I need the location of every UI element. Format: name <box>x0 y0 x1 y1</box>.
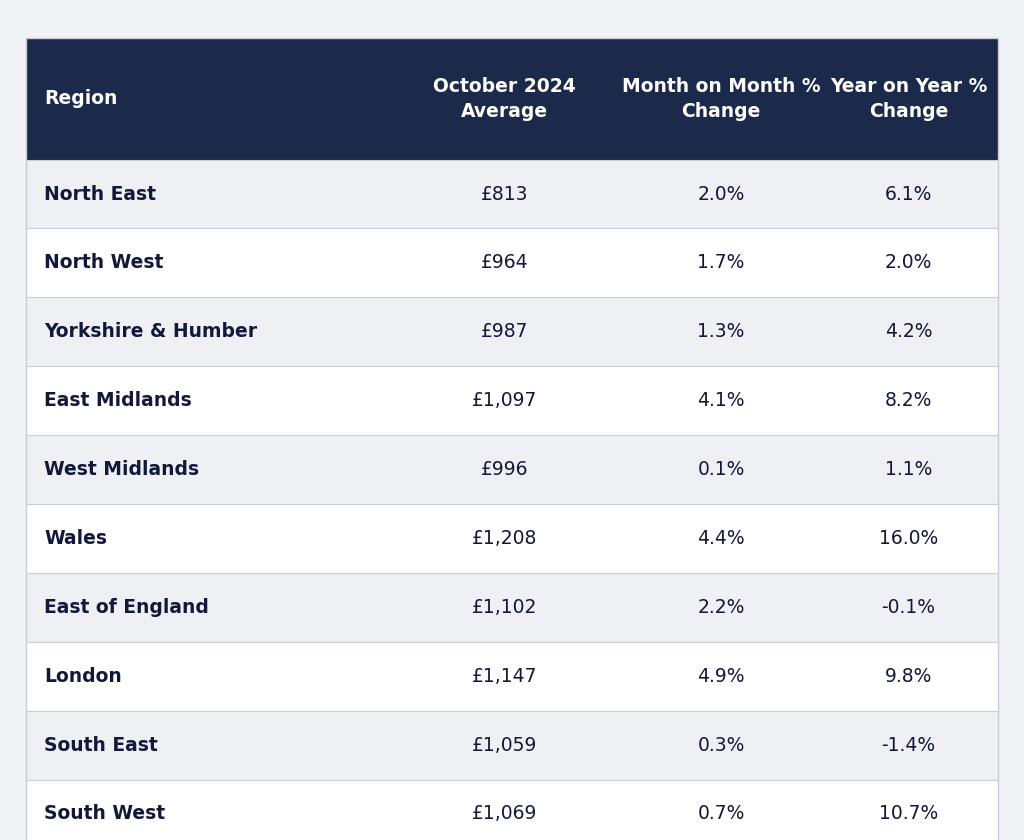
Text: West Midlands: West Midlands <box>44 460 199 479</box>
FancyBboxPatch shape <box>26 228 998 297</box>
Text: 0.7%: 0.7% <box>697 805 744 823</box>
Text: -0.1%: -0.1% <box>882 598 935 617</box>
Text: 8.2%: 8.2% <box>885 391 932 410</box>
Text: 1.3%: 1.3% <box>697 323 744 341</box>
Text: £1,102: £1,102 <box>472 598 538 617</box>
Text: 16.0%: 16.0% <box>879 529 938 548</box>
Text: 6.1%: 6.1% <box>885 185 932 203</box>
Text: East Midlands: East Midlands <box>44 391 191 410</box>
Text: Year on Year %
Change: Year on Year % Change <box>829 76 987 121</box>
Text: North West: North West <box>44 254 164 272</box>
Text: October 2024
Average: October 2024 Average <box>433 76 577 121</box>
Text: £996: £996 <box>481 460 528 479</box>
Text: East of England: East of England <box>44 598 209 617</box>
Text: London: London <box>44 667 122 685</box>
Text: 4.1%: 4.1% <box>697 391 744 410</box>
FancyBboxPatch shape <box>26 780 998 840</box>
Text: Month on Month %
Change: Month on Month % Change <box>622 76 820 121</box>
Text: Wales: Wales <box>44 529 108 548</box>
Text: Yorkshire & Humber: Yorkshire & Humber <box>44 323 257 341</box>
Text: North East: North East <box>44 185 156 203</box>
Text: 4.2%: 4.2% <box>885 323 932 341</box>
Text: Region: Region <box>44 89 118 108</box>
FancyBboxPatch shape <box>26 160 998 228</box>
FancyBboxPatch shape <box>26 573 998 642</box>
Text: 2.2%: 2.2% <box>697 598 744 617</box>
FancyBboxPatch shape <box>26 297 998 366</box>
Text: 4.9%: 4.9% <box>697 667 744 685</box>
Text: 9.8%: 9.8% <box>885 667 932 685</box>
Text: 0.1%: 0.1% <box>697 460 744 479</box>
Text: South West: South West <box>44 805 165 823</box>
Text: 1.1%: 1.1% <box>885 460 932 479</box>
FancyBboxPatch shape <box>26 366 998 435</box>
FancyBboxPatch shape <box>26 642 998 711</box>
Text: 2.0%: 2.0% <box>885 254 932 272</box>
Text: £964: £964 <box>481 254 528 272</box>
Text: £1,097: £1,097 <box>472 391 538 410</box>
Text: £1,069: £1,069 <box>472 805 538 823</box>
Text: 4.4%: 4.4% <box>697 529 745 548</box>
Text: £1,147: £1,147 <box>472 667 538 685</box>
Text: South East: South East <box>44 736 158 754</box>
Text: £813: £813 <box>481 185 528 203</box>
Text: 10.7%: 10.7% <box>879 805 938 823</box>
FancyBboxPatch shape <box>26 38 998 160</box>
FancyBboxPatch shape <box>26 38 998 840</box>
Text: £987: £987 <box>481 323 528 341</box>
Text: £1,059: £1,059 <box>472 736 538 754</box>
FancyBboxPatch shape <box>26 435 998 504</box>
Text: 2.0%: 2.0% <box>697 185 744 203</box>
FancyBboxPatch shape <box>26 504 998 573</box>
Text: -1.4%: -1.4% <box>882 736 936 754</box>
Text: £1,208: £1,208 <box>472 529 538 548</box>
Text: 0.3%: 0.3% <box>697 736 744 754</box>
Text: 1.7%: 1.7% <box>697 254 744 272</box>
FancyBboxPatch shape <box>26 711 998 780</box>
